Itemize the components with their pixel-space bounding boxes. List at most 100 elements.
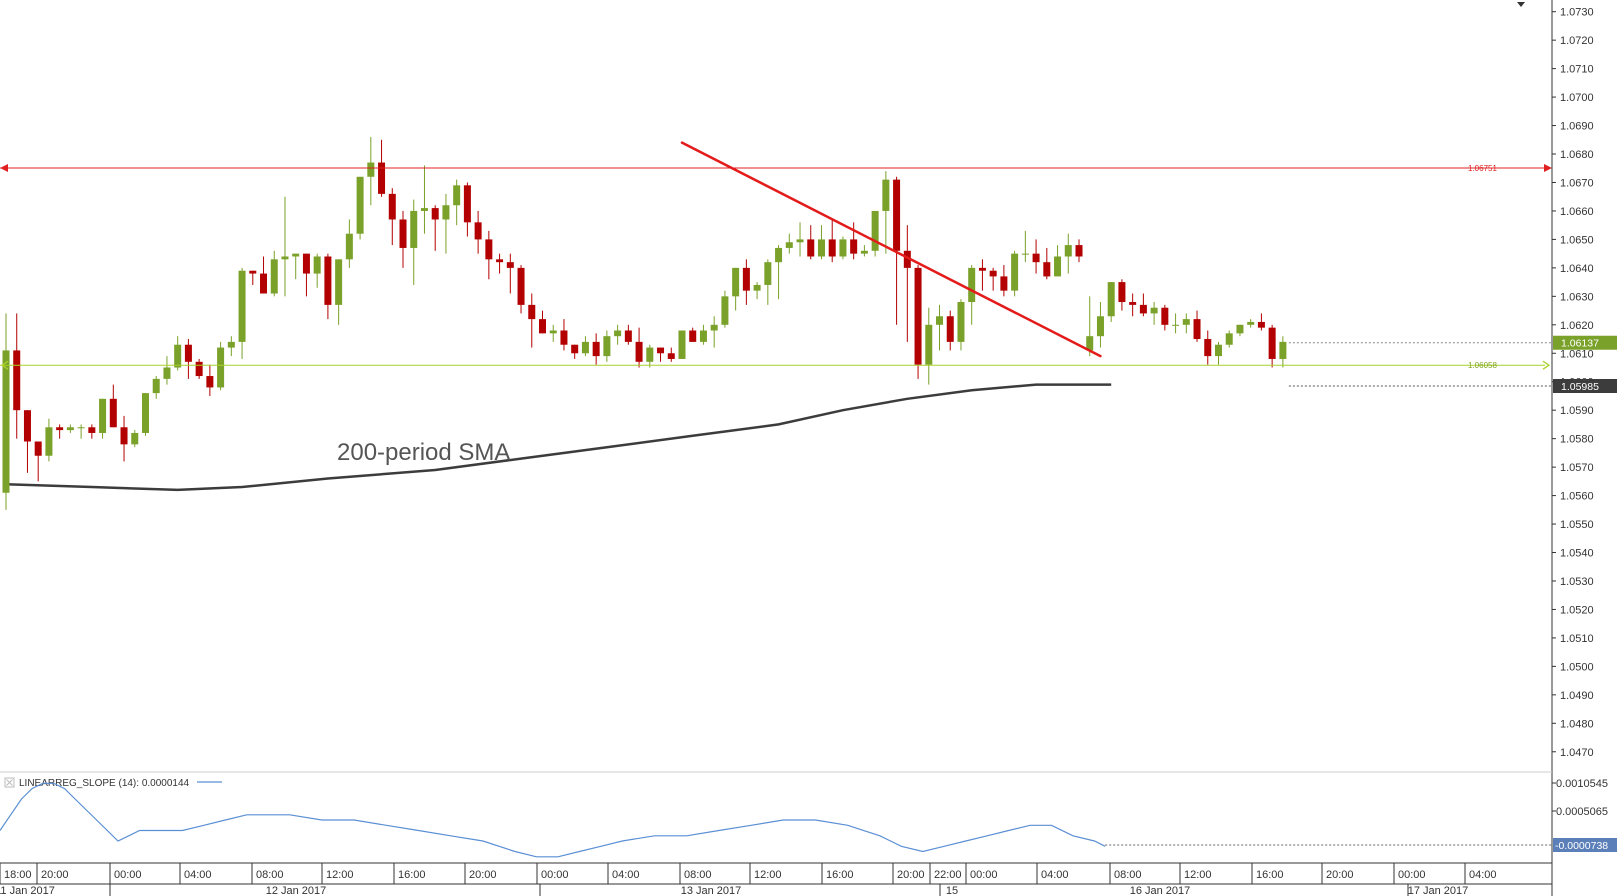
current-price-label: 1.06137 (1561, 338, 1599, 350)
candle (699, 324, 707, 345)
candle-body (324, 256, 332, 305)
trendline[interactable] (680, 141, 1102, 358)
candle (292, 253, 300, 280)
candle (1107, 282, 1115, 322)
candle-body (1032, 253, 1040, 263)
close-icon[interactable] (4, 777, 15, 788)
candle (2, 313, 10, 510)
candle-body (882, 179, 890, 211)
candle (1161, 304, 1169, 331)
sma-price-label: 1.05985 (1561, 381, 1599, 393)
indicator-tick: 0.0005065 (1556, 806, 1608, 818)
candle-body (431, 208, 439, 220)
candle-body (1129, 302, 1137, 305)
candle-body (131, 432, 139, 445)
candle-body (817, 239, 825, 257)
candle-body (903, 250, 911, 268)
candle-body (1236, 324, 1244, 334)
indicator-current-label: -0.0000738 (1555, 840, 1608, 852)
candle (1182, 313, 1190, 334)
candle (1247, 319, 1255, 328)
time-tick-label: 04:00 (1041, 869, 1069, 881)
candle-body (195, 361, 203, 377)
candle (77, 424, 85, 439)
support-level[interactable]: 1.06058 (0, 360, 1551, 370)
candle-body (227, 341, 235, 348)
resistance-level[interactable]: 1.06751 (0, 163, 1552, 173)
time-tick-label: 20:00 (897, 869, 925, 881)
candle (270, 250, 278, 297)
time-tick-label: 08:00 (256, 869, 284, 881)
candle-body (463, 185, 471, 223)
candle-body (646, 347, 654, 362)
candle-body (946, 316, 954, 342)
candle (217, 341, 225, 391)
candle-body (45, 427, 53, 456)
date-label: 13 Jan 2017 (681, 885, 742, 896)
candle-body (99, 398, 107, 433)
candle-body (925, 324, 933, 365)
time-tick-label: 08:00 (684, 869, 712, 881)
candle-body (721, 296, 729, 325)
candle-body (796, 239, 804, 243)
candle-body (1268, 327, 1276, 359)
candle-body (528, 304, 536, 320)
time-tick-label: 16:00 (826, 869, 854, 881)
candle-body (1011, 253, 1019, 291)
candle-body (603, 336, 611, 357)
price-tick-label: 1.0660 (1560, 206, 1594, 218)
candle-body (753, 284, 761, 291)
candle-body (936, 316, 944, 325)
candle (603, 330, 611, 362)
candle-body (592, 341, 600, 357)
candle-body (23, 410, 31, 442)
candle (850, 222, 858, 260)
candle (1011, 250, 1019, 297)
candle (1032, 239, 1040, 274)
sma-label: 200-period SMA (337, 439, 510, 466)
time-tick-label: 12:00 (754, 869, 782, 881)
candle-body (678, 330, 686, 359)
candle (109, 384, 117, 428)
chevron-down-icon[interactable] (1517, 2, 1525, 7)
candle-body (539, 319, 546, 334)
candle (903, 225, 911, 342)
indicator-tick: 0.0010545 (1556, 778, 1608, 790)
candle-body (1096, 316, 1104, 337)
time-tick-label: 08:00 (1114, 869, 1142, 881)
candle (581, 336, 589, 357)
price-tick-label: 1.0560 (1560, 491, 1594, 503)
candle-body (560, 330, 568, 345)
candle (936, 304, 944, 351)
time-tick-label: 20:00 (469, 869, 497, 881)
candle (657, 347, 665, 362)
time-tick-label: 18:00 (4, 869, 32, 881)
candle-body (1118, 282, 1126, 303)
candle-body (871, 210, 879, 251)
candle-body (109, 398, 117, 428)
candle (367, 136, 375, 206)
candle-body (1172, 324, 1180, 326)
candle (195, 358, 203, 379)
candle-body (152, 378, 160, 394)
candle-body (839, 239, 847, 257)
candle-body (1257, 321, 1265, 328)
candle (1000, 265, 1008, 297)
candle (485, 230, 493, 280)
candle (1118, 279, 1126, 311)
time-tick-label: 16:00 (1256, 869, 1284, 881)
candle (335, 259, 343, 325)
time-tick-label: 22:00 (934, 869, 962, 881)
candle-body (141, 393, 149, 433)
candle-body (1139, 304, 1147, 314)
candle-body (1000, 276, 1008, 291)
candle (539, 310, 546, 334)
candle-body (474, 222, 482, 240)
price-tick-label: 1.0690 (1560, 121, 1594, 133)
candle-body (989, 270, 997, 277)
price-tick-label: 1.0630 (1560, 291, 1594, 303)
candle-body (420, 208, 428, 211)
candle-body (657, 347, 665, 354)
candle-body (367, 162, 375, 177)
